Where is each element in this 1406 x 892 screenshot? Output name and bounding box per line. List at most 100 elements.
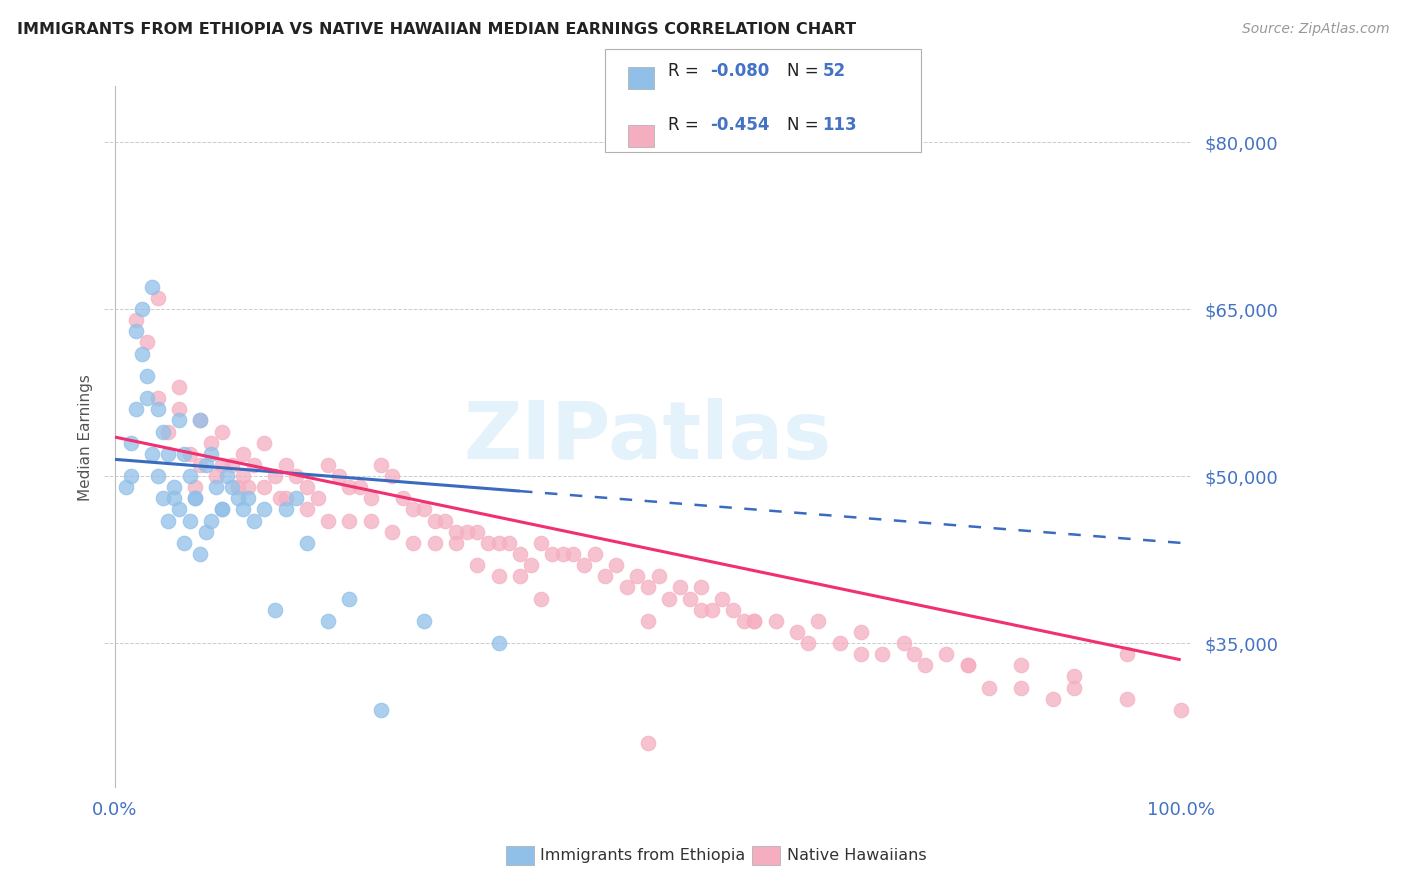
Text: 113: 113: [823, 116, 858, 134]
Point: [733, 614, 755, 628]
Point: [194, 524, 217, 539]
Point: [125, 313, 148, 327]
Point: [253, 502, 276, 516]
Point: [1063, 669, 1085, 683]
Point: [637, 581, 659, 595]
Point: [1010, 658, 1032, 673]
Point: [849, 647, 872, 661]
Point: [690, 581, 713, 595]
Point: [188, 413, 211, 427]
Point: [226, 491, 249, 506]
Point: [274, 491, 297, 506]
Point: [339, 514, 361, 528]
Point: [477, 536, 499, 550]
Point: [152, 491, 174, 506]
Point: [211, 502, 233, 516]
Point: [444, 536, 467, 550]
Point: [402, 536, 425, 550]
Point: [744, 614, 766, 628]
Point: [221, 480, 243, 494]
Point: [163, 480, 186, 494]
Point: [146, 469, 169, 483]
Point: [114, 480, 136, 494]
Point: [360, 491, 382, 506]
Point: [125, 324, 148, 338]
Point: [914, 658, 936, 673]
Point: [211, 425, 233, 439]
Text: R =: R =: [668, 62, 704, 80]
Point: [120, 469, 142, 483]
Point: [328, 469, 350, 483]
Point: [295, 536, 318, 550]
Point: [616, 581, 638, 595]
Point: [488, 536, 510, 550]
Point: [131, 346, 153, 360]
Point: [423, 536, 446, 550]
Point: [226, 480, 249, 494]
Point: [444, 524, 467, 539]
Point: [488, 636, 510, 650]
Point: [316, 458, 339, 472]
Point: [467, 524, 489, 539]
Text: IMMIGRANTS FROM ETHIOPIA VS NATIVE HAWAIIAN MEDIAN EARNINGS CORRELATION CHART: IMMIGRANTS FROM ETHIOPIA VS NATIVE HAWAI…: [17, 22, 856, 37]
Point: [423, 514, 446, 528]
Point: [796, 636, 818, 650]
Text: -0.454: -0.454: [710, 116, 769, 134]
Point: [413, 502, 436, 516]
Point: [205, 469, 228, 483]
Point: [893, 636, 915, 650]
Point: [136, 368, 159, 383]
Point: [956, 658, 979, 673]
Point: [593, 569, 616, 583]
Text: N =: N =: [787, 116, 824, 134]
Text: Immigrants from Ethiopia: Immigrants from Ethiopia: [540, 848, 745, 863]
Point: [188, 547, 211, 561]
Point: [141, 447, 163, 461]
Point: [381, 524, 404, 539]
Point: [1116, 647, 1139, 661]
Point: [184, 491, 207, 506]
Point: [1170, 703, 1192, 717]
Point: [903, 647, 925, 661]
Point: [232, 502, 254, 516]
Point: [744, 614, 766, 628]
Point: [274, 458, 297, 472]
Point: [188, 458, 211, 472]
Point: [807, 614, 830, 628]
Point: [381, 469, 404, 483]
Point: [173, 536, 195, 550]
Point: [828, 636, 851, 650]
Point: [721, 602, 744, 616]
Point: [157, 447, 180, 461]
Point: [238, 480, 260, 494]
Point: [307, 491, 329, 506]
Point: [541, 547, 564, 561]
Point: [146, 391, 169, 405]
Point: [1010, 681, 1032, 695]
Text: -0.080: -0.080: [710, 62, 769, 80]
Point: [658, 591, 681, 606]
Point: [163, 491, 186, 506]
Point: [1042, 691, 1064, 706]
Point: [194, 458, 217, 472]
Point: [285, 469, 308, 483]
Point: [402, 502, 425, 516]
Point: [285, 491, 308, 506]
Point: [179, 447, 201, 461]
Point: [626, 569, 648, 583]
Point: [391, 491, 413, 506]
Point: [295, 502, 318, 516]
Point: [530, 536, 553, 550]
Point: [370, 458, 392, 472]
Point: [136, 335, 159, 350]
Point: [274, 502, 297, 516]
Point: [179, 469, 201, 483]
Point: [519, 558, 541, 573]
Text: 52: 52: [823, 62, 845, 80]
Point: [167, 402, 190, 417]
Point: [215, 469, 238, 483]
Point: [456, 524, 478, 539]
Point: [530, 591, 553, 606]
Point: [316, 614, 339, 628]
Text: N =: N =: [787, 62, 824, 80]
